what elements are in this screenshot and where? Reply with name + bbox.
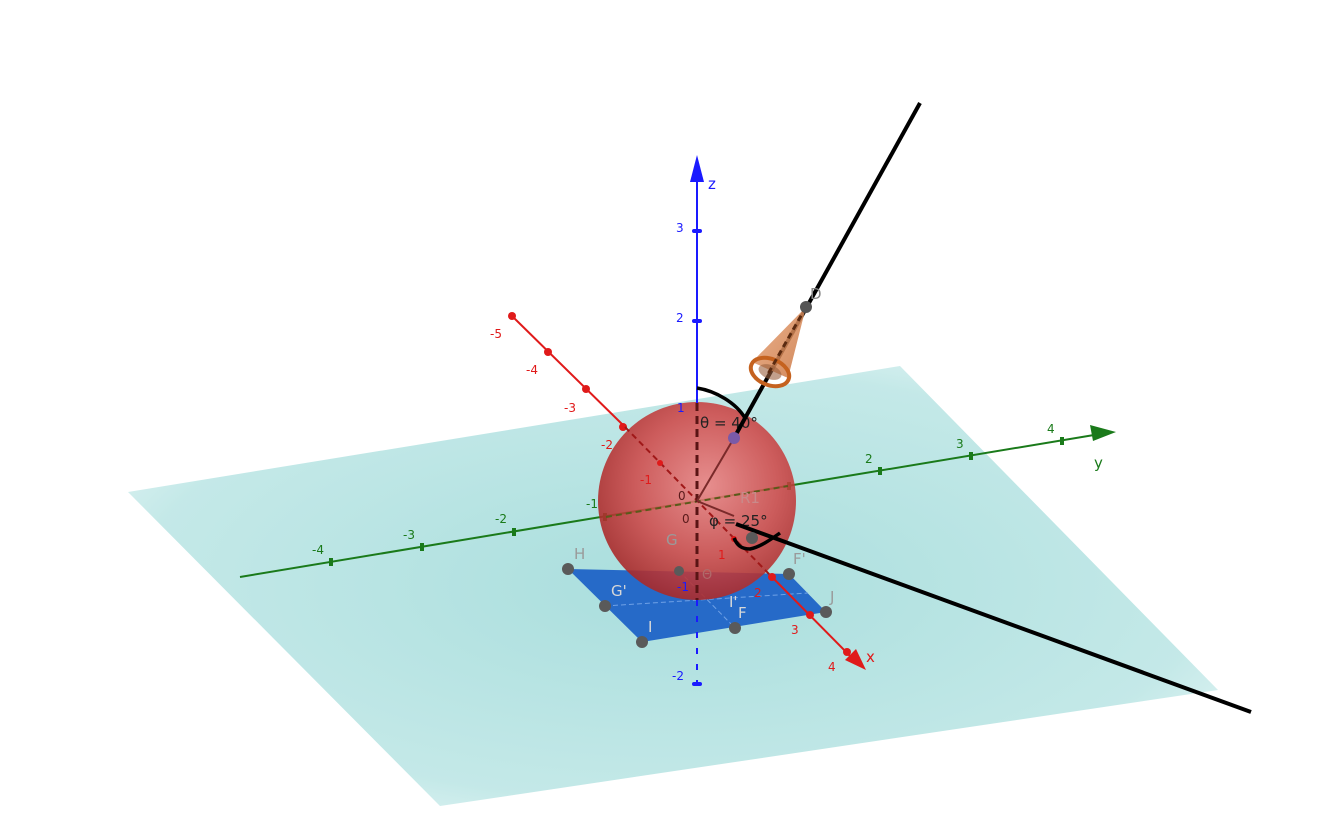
point-r-label: R1 [740, 489, 760, 507]
radius-line [696, 437, 735, 502]
point-g-lower [674, 566, 684, 576]
z-tick-label: -1 [677, 580, 689, 594]
point-f-prime [783, 568, 795, 580]
point-h [562, 563, 574, 575]
y-tick-label: -3 [403, 528, 415, 542]
x-tick-label: 2 [754, 586, 762, 600]
origin-label: 0 [678, 489, 686, 503]
phi-label: φ = 25° [709, 512, 768, 530]
z-tick-label: -2 [672, 669, 684, 683]
point-d[interactable] [800, 301, 812, 313]
y-tick-label: -1 [586, 497, 598, 511]
point-f-prime-label: F' [793, 550, 806, 568]
x-tick-label: -5 [490, 327, 502, 341]
point-g-prime-label: G' [611, 582, 627, 600]
direction-line-lower[interactable] [735, 522, 1252, 714]
x-axis-arrow-icon [845, 649, 866, 670]
x-tick-label: 4 [828, 660, 836, 674]
y-tick-label: -4 [312, 543, 324, 557]
theta-small-label: Θ [702, 568, 712, 583]
point-j-label: J [829, 588, 834, 606]
point-f-upper [746, 532, 758, 544]
square-point-labels: H G G' I I' F F' J R1 Θ [574, 489, 834, 636]
sphere-point[interactable] [728, 432, 740, 444]
point-g-label: G [666, 531, 678, 549]
x-axis-front[interactable] [769, 574, 859, 665]
point-h-label: H [574, 545, 585, 563]
x-axis-label: x [866, 648, 875, 666]
point-d-label: D [810, 285, 822, 303]
z-tick-label: 3 [676, 221, 684, 235]
z-axis-label: z [708, 175, 716, 193]
y-tick-label: 2 [865, 452, 873, 466]
x-axis-back[interactable] [511, 315, 626, 428]
y-tick-label: -2 [495, 512, 507, 526]
origin-label-lower: 0 [682, 512, 690, 526]
point-f-label: F [738, 604, 747, 622]
y-tick-label: 3 [956, 437, 964, 451]
point-i [636, 636, 648, 648]
square-points[interactable] [562, 532, 832, 648]
x-tick-label: -3 [564, 401, 576, 415]
point-g-prime [599, 600, 611, 612]
y-axis-arrow-icon [1090, 425, 1116, 441]
x-axis-front-points [657, 460, 851, 656]
z-axis-arrow-icon [690, 155, 704, 182]
z-tick-label: 1 [677, 401, 685, 415]
x-tick-label: -2 [601, 438, 613, 452]
point-i-prime [729, 622, 741, 634]
x-axis-front-labels: -1 1 2 3 4 [640, 473, 836, 674]
x-tick-label: 3 [791, 623, 799, 637]
theta-label: θ = 40° [700, 414, 758, 432]
z-axis-tick-labels: 3 2 1 -1 -2 [672, 221, 689, 683]
x-tick-label: -4 [526, 363, 538, 377]
z-tick-label: 2 [676, 311, 684, 325]
x-tick-label: -1 [640, 473, 652, 487]
x-tick-label: 1 [718, 548, 726, 562]
point-i-prime-label: I' [729, 593, 738, 611]
z-axis-ticks [692, 229, 702, 686]
y-axis-label: y [1094, 454, 1103, 472]
x-axis-back-points [508, 312, 627, 431]
point-i-label: I [648, 618, 652, 636]
square-grid-lines [604, 570, 809, 629]
cone[interactable] [747, 306, 808, 392]
projection-line [696, 500, 735, 517]
point-j [820, 606, 832, 618]
theta-arc[interactable] [696, 386, 747, 419]
y-axis-tick-labels: -4 -3 -2 -1 2 3 4 [312, 422, 1055, 557]
y-tick-label: 4 [1047, 422, 1055, 436]
x-axis-back-labels: -5 -4 -3 -2 [490, 327, 613, 452]
